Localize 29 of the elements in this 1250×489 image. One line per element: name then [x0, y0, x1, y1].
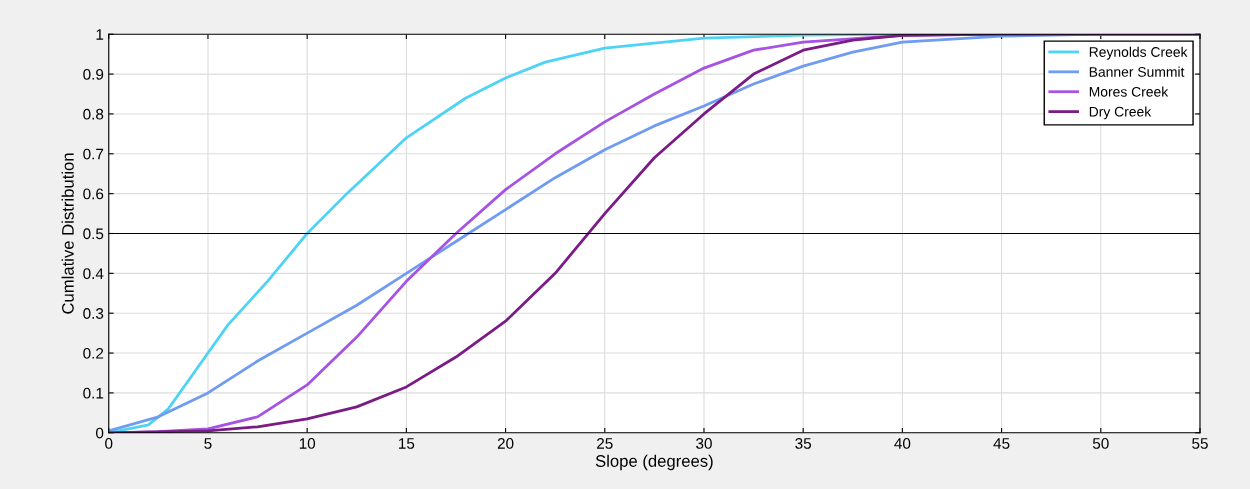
x-tick-label: 50 [1092, 438, 1109, 449]
x-tick-label: 5 [204, 438, 212, 449]
y-tick-label: 1 [96, 29, 104, 40]
x-tick-label: 45 [993, 438, 1010, 449]
legend-label: Reynolds Creek [1089, 46, 1188, 60]
x-tick-label: 20 [497, 438, 514, 449]
legend-label: Mores Creek [1089, 86, 1169, 97]
y-tick-label: 0 [95, 427, 104, 439]
x-tick-label: 0 [105, 438, 113, 449]
y-tick-label: 0.7 [83, 148, 104, 160]
legend-label: Dry Creek [1089, 106, 1152, 120]
y-tick-label: 0.4 [83, 268, 104, 280]
y-tick-label: 0.6 [83, 188, 104, 200]
x-tick-label: 10 [299, 438, 316, 449]
y-tick-label: 0.8 [83, 108, 104, 120]
x-tick-label: 40 [894, 438, 911, 449]
y-axis-title: Cumlative Distribution [61, 153, 74, 314]
x-axis-title: Slope (degrees) [595, 454, 713, 471]
legend-label: Banner Summit [1089, 66, 1185, 77]
y-tick-label: 0.3 [83, 308, 104, 319]
y-tick-label: 0.9 [83, 68, 104, 80]
x-tick-label: 55 [1192, 438, 1208, 449]
x-tick-label: 35 [795, 438, 812, 449]
x-tick-label: 15 [399, 438, 415, 449]
x-tick-label: 25 [597, 438, 613, 449]
x-tick-label: 30 [696, 438, 712, 449]
y-tick-label: 0.1 [83, 387, 104, 399]
y-tick-label: 0.2 [83, 347, 104, 359]
y-tick-label: 0.5 [83, 228, 104, 240]
